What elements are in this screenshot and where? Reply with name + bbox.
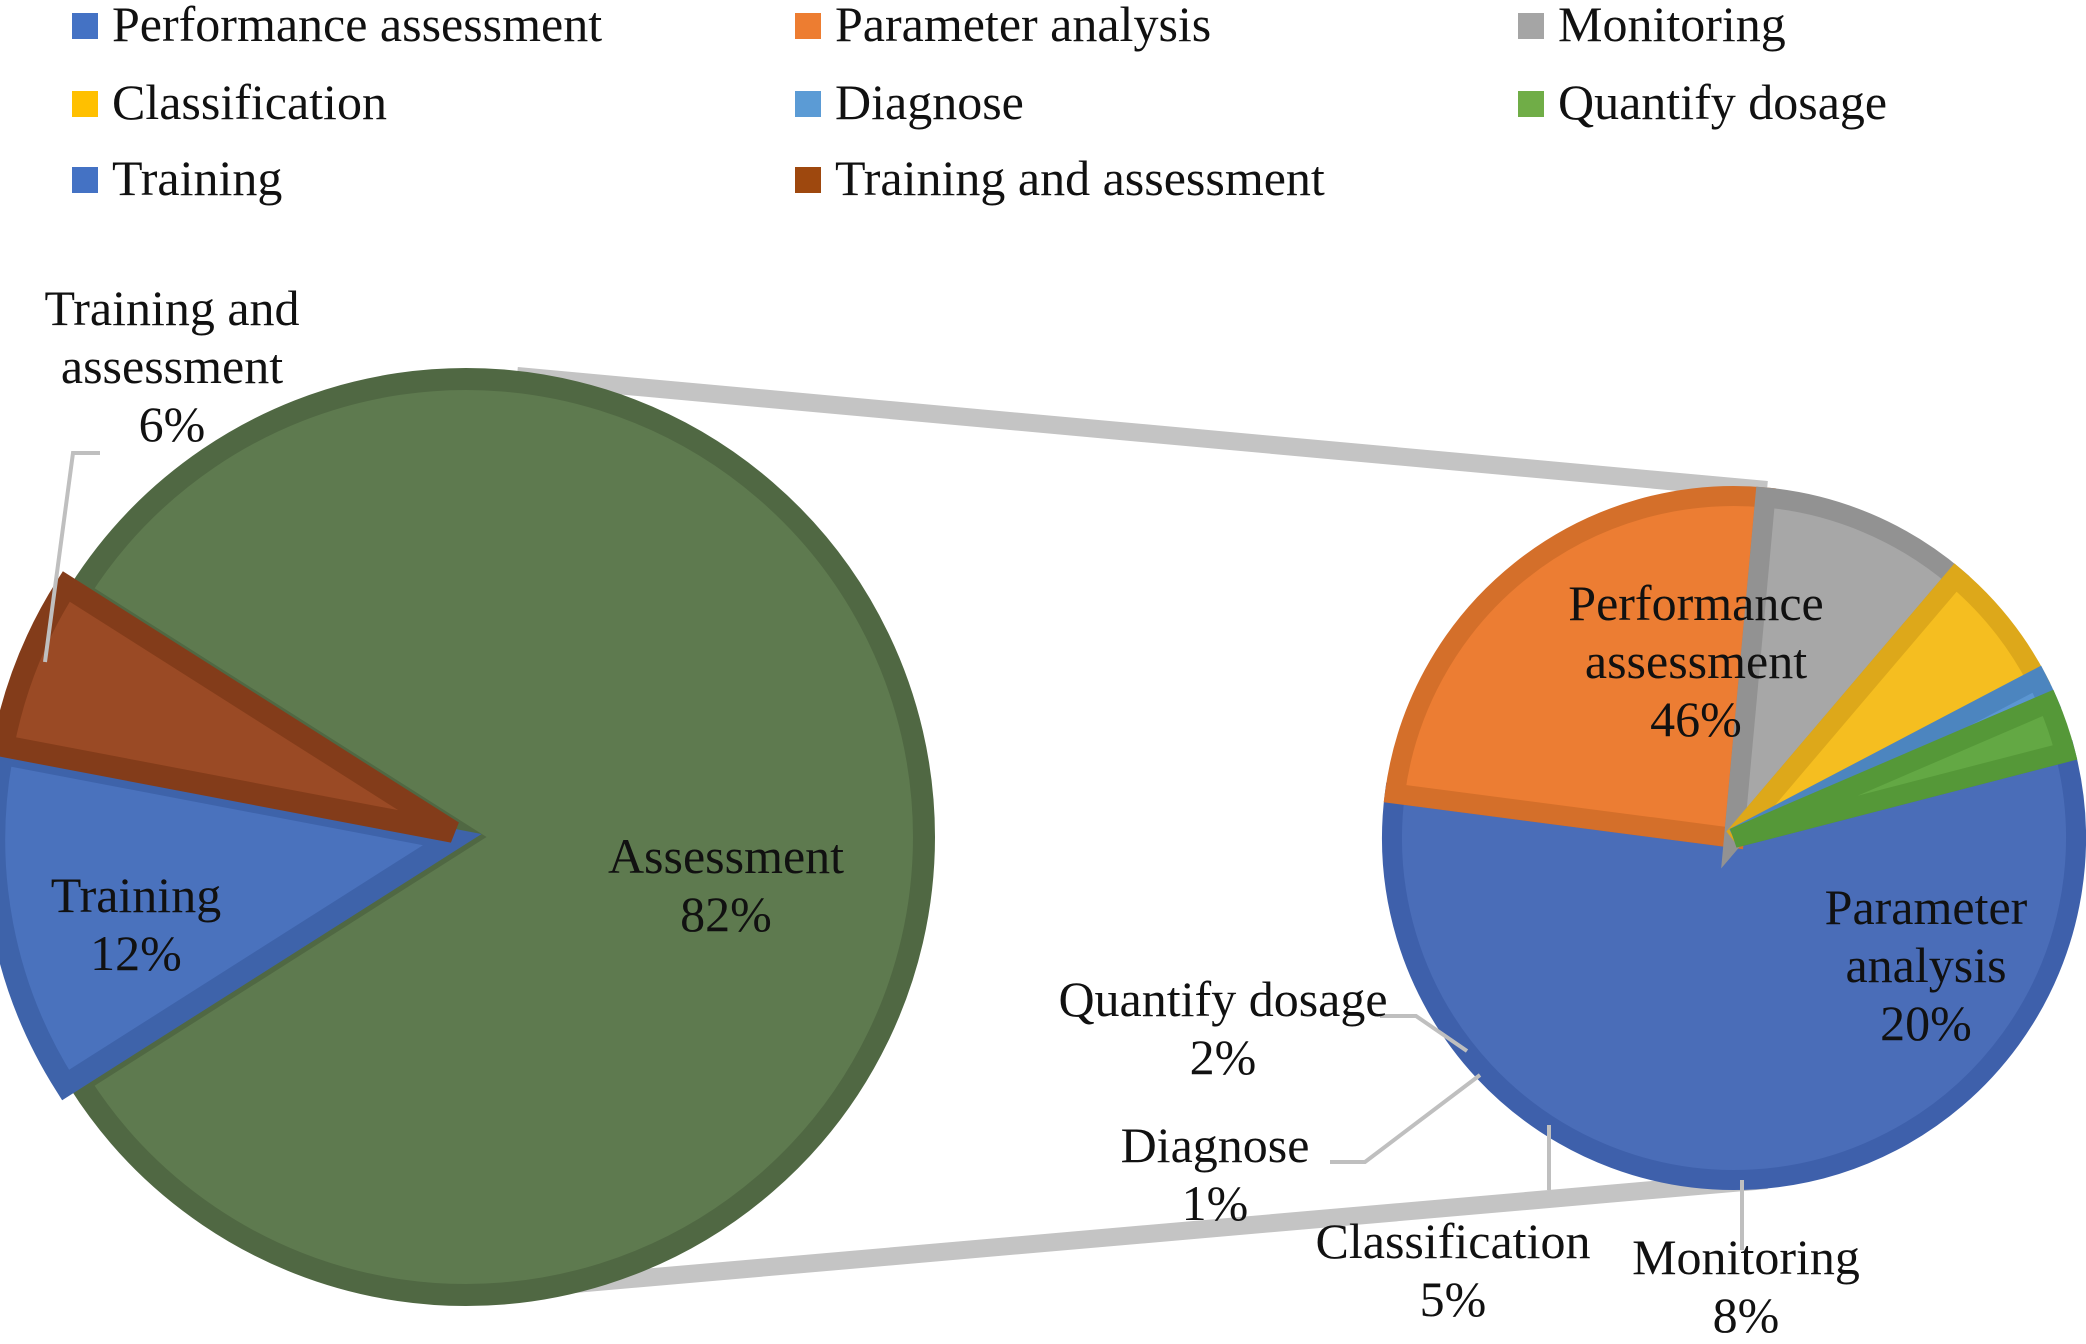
primary-pie [0,368,935,1306]
data-labels: Training and assessment 6% Training 12% Asses… [44,280,2028,1343]
leader-line-training-and-assessment [43,451,100,663]
data-label-parameter-analysis: Parameter analysis 20% [1825,879,2028,1051]
legend-swatch-training-and-assessment [795,167,821,193]
legend-swatch-monitoring [1518,13,1544,39]
pie-slice-training-and-assessment [0,571,459,843]
data-label-assessment: Assessment 82% [608,828,844,942]
secondary-pie [1382,486,2086,1190]
data-label-classification: Classification 5% [1316,1213,1591,1327]
legend-label-performance-assessment: Performance assessment [112,0,602,52]
pie-slice-training [0,742,482,1101]
leader-line-diagnose [1330,1073,1482,1164]
data-label-training-and-assessment: Training and assessment 6% [44,280,299,452]
legend-swatch-diagnose [795,91,821,117]
legend-label-diagnose: Diagnose [835,74,1024,130]
legend-swatch-training [72,167,98,193]
pie-slice-quantify-dosage [1730,689,2078,848]
chart-legend: Performance assessment Parameter analysis… [72,0,1887,206]
connector-line-bottom [516,1171,1768,1298]
legend-label-monitoring: Monitoring [1558,0,1786,52]
pie-slice-performance-assessment [1382,740,2086,1190]
legend-swatch-quantify-dosage [1518,91,1544,117]
pie-slice-monitoring [1721,486,1970,869]
legend-label-training: Training [112,150,282,206]
data-label-quantify-dosage: Quantify dosage 2% [1058,971,1387,1085]
legend-swatch-performance-assessment [72,13,98,39]
legend-label-quantify-dosage: Quantify dosage [1558,74,1887,130]
leader-lines [43,451,1744,1250]
data-label-training: Training 12% [51,867,221,981]
connector-line-top [516,367,1768,499]
legend-label-training-and-assessment: Training and assessment [835,150,1325,206]
pie-slice-assessment [64,368,935,1306]
pie-slice-parameter-analysis [1383,486,1777,850]
data-label-performance-assessment: Performance assessment 46% [1568,575,1823,747]
data-label-diagnose: Diagnose 1% [1121,1117,1310,1231]
legend-swatch-parameter-analysis [795,13,821,39]
pie-connector-lines [516,367,1768,1298]
legend-label-classification: Classification [112,74,387,130]
legend-label-parameter-analysis: Parameter analysis [835,0,1211,52]
leader-line-quantify-dosage [1380,1014,1469,1053]
legend-swatch-classification [72,91,98,117]
data-label-monitoring: Monitoring 8% [1632,1229,1860,1339]
